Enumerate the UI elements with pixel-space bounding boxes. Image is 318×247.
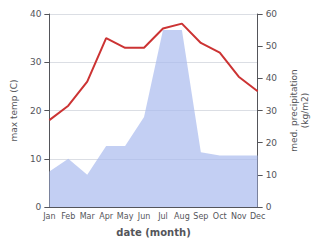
svg-text:Feb: Feb [61,212,75,221]
svg-text:Oct: Oct [213,212,227,221]
svg-text:date (month): date (month) [116,227,190,238]
svg-text:Dec: Dec [250,212,265,221]
svg-text:May: May [117,212,134,221]
svg-text:30: 30 [266,106,278,116]
svg-text:(kg/m2): (kg/m2) [300,93,310,128]
svg-text:Nov: Nov [231,212,247,221]
svg-text:10: 10 [30,154,42,164]
svg-text:Sep: Sep [193,212,208,221]
svg-text:40: 40 [266,73,278,83]
svg-text:Apr: Apr [99,212,114,221]
svg-text:0: 0 [266,202,272,212]
svg-text:40: 40 [30,9,42,19]
svg-text:Aug: Aug [174,212,190,221]
svg-text:med. precipitation: med. precipitation [289,69,299,151]
svg-text:60: 60 [266,9,278,19]
svg-text:Jan: Jan [42,212,55,221]
svg-text:30: 30 [30,57,42,67]
svg-text:0: 0 [36,202,42,212]
svg-text:Jul: Jul [157,212,168,221]
svg-text:20: 20 [266,138,278,148]
svg-text:10: 10 [266,170,278,180]
svg-text:20: 20 [30,106,42,116]
svg-text:Mar: Mar [80,212,96,221]
svg-text:max temp (C): max temp (C) [9,79,19,141]
svg-text:50: 50 [266,41,278,51]
svg-text:Jun: Jun [137,212,151,221]
